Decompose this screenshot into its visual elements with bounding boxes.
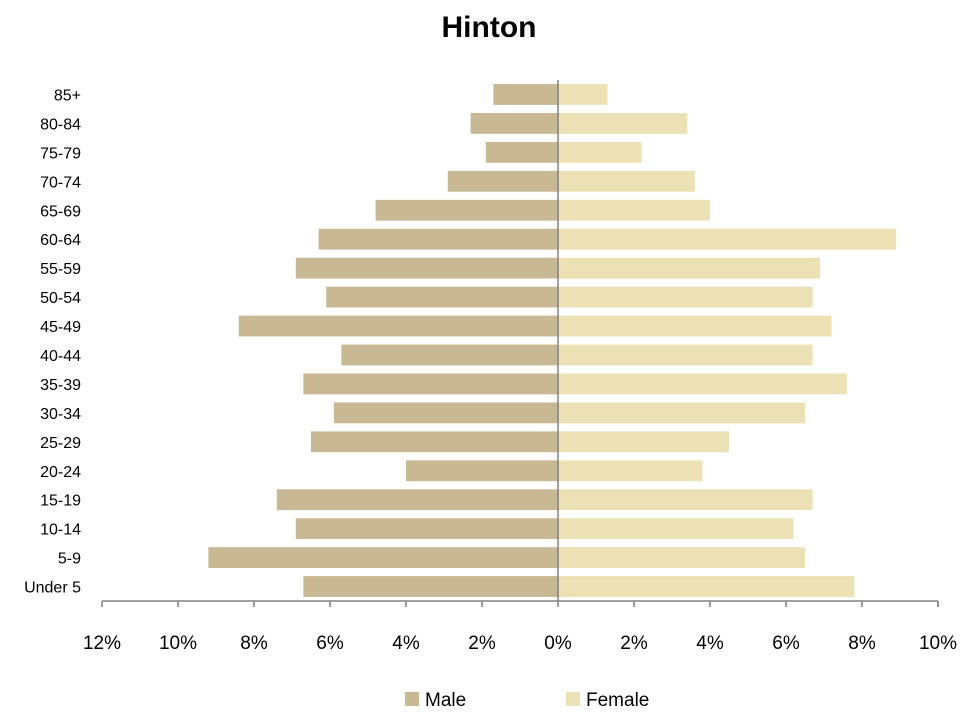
bar-female-15-19	[558, 489, 813, 511]
bar-male-5-9	[208, 547, 558, 569]
x-tick-label: 6%	[772, 633, 800, 654]
category-label: Under 5	[24, 580, 81, 597]
bar-male-40-44	[341, 344, 558, 366]
bar-male-75-79	[485, 141, 558, 163]
bar-male-55-59	[295, 257, 558, 279]
bar-female-65-69	[558, 199, 710, 221]
bar-female-50-54	[558, 286, 813, 308]
x-tick-label: 2%	[468, 633, 496, 654]
x-tick-label: 6%	[316, 633, 344, 654]
chart-title: Hinton	[442, 11, 537, 44]
x-tick-label: 10%	[919, 633, 957, 654]
bar-female-40-44	[558, 344, 813, 366]
category-label: 45-49	[40, 319, 81, 336]
x-tick-label: 8%	[848, 633, 876, 654]
x-tick-label: 8%	[240, 633, 268, 654]
bar-female-25-29	[558, 431, 729, 453]
category-label: 60-64	[40, 232, 81, 249]
x-tick-label: 4%	[696, 633, 724, 654]
bar-male-65-69	[375, 199, 558, 221]
bar-female-70-74	[558, 170, 695, 192]
bar-male-70-74	[447, 170, 558, 192]
category-label: 35-39	[40, 377, 81, 394]
bar-male-80-84	[470, 112, 558, 134]
x-tick-label: 0%	[544, 633, 572, 654]
bars-group	[208, 84, 897, 597]
category-label: 85+	[54, 87, 81, 104]
category-label: 10-14	[40, 522, 81, 539]
x-tick-label: 12%	[83, 633, 121, 654]
legend-swatch-male	[405, 692, 419, 706]
bar-male-85-	[493, 84, 558, 105]
category-label: 70-74	[40, 174, 81, 191]
x-tick-label: 10%	[159, 633, 197, 654]
x-axis: 12% 10% 8% 6% 4% 2% 0% 2% 4% 6% 8% 10%	[83, 80, 957, 654]
x-tick-label: 4%	[392, 633, 420, 654]
category-label: 80-84	[40, 116, 81, 133]
bar-male-35-39	[303, 373, 558, 395]
bar-male-15-19	[276, 489, 558, 511]
x-tick-label: 2%	[620, 633, 648, 654]
bar-male-60-64	[318, 228, 558, 250]
bar-male-25-29	[311, 431, 558, 453]
bar-female-10-14	[558, 518, 794, 540]
bar-female-35-39	[558, 373, 847, 395]
bar-female-5-9	[558, 547, 805, 569]
legend: Male Female	[405, 690, 649, 711]
bar-female-20-24	[558, 460, 703, 482]
bar-female-80-84	[558, 112, 688, 134]
category-label: 65-69	[40, 203, 81, 220]
category-label: 5-9	[58, 551, 81, 568]
bar-male-45-49	[238, 315, 559, 337]
bar-female-75-79	[558, 141, 642, 163]
bar-male-under-5	[303, 576, 558, 597]
category-label: 25-29	[40, 435, 81, 452]
category-label: 20-24	[40, 464, 81, 481]
bar-male-20-24	[406, 460, 558, 482]
category-labels: Under 5 5-9 10-14 15-19 20-24 25-29 30-34 35-39…	[24, 87, 81, 596]
legend-label-female: Female	[586, 690, 649, 711]
category-label: 30-34	[40, 406, 81, 423]
bar-female-55-59	[558, 257, 821, 279]
category-label: 75-79	[40, 145, 81, 162]
legend-label-male: Male	[425, 690, 466, 711]
bar-female-under-5	[558, 576, 855, 597]
bar-female-60-64	[558, 228, 897, 250]
bar-female-30-34	[558, 402, 805, 424]
category-label: 15-19	[40, 493, 81, 510]
category-label: 40-44	[40, 348, 81, 365]
bar-male-10-14	[295, 518, 558, 540]
category-label: 50-54	[40, 290, 81, 307]
bar-female-45-49	[558, 315, 832, 337]
legend-swatch-female	[566, 692, 580, 706]
bar-female-85-	[558, 84, 608, 105]
bar-male-50-54	[326, 286, 558, 308]
bar-male-30-34	[333, 402, 558, 424]
category-label: 55-59	[40, 261, 81, 278]
